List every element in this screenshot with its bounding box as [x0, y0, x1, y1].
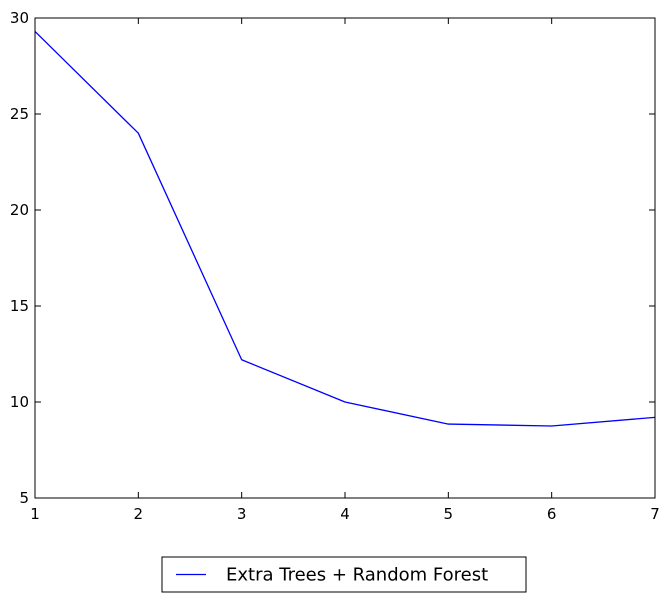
legend-label: Extra Trees + Random Forest — [226, 565, 488, 586]
x-tick-label: 3 — [237, 505, 247, 523]
y-tick-label: 25 — [10, 105, 29, 123]
x-tick-label: 2 — [134, 505, 144, 523]
legend: Extra Trees + Random Forest — [161, 556, 527, 593]
y-tick-label: 5 — [19, 489, 29, 507]
x-tick-label: 7 — [650, 505, 660, 523]
x-tick-label: 4 — [340, 505, 350, 523]
axes: 1 2 3 4 5 6 7 5 10 15 20 25 30 — [10, 9, 660, 523]
series-line-0 — [34, 30, 656, 427]
plot-area — [34, 30, 656, 427]
x-tick-label: 5 — [444, 505, 454, 523]
y-tick-label: 15 — [10, 297, 29, 315]
legend-box — [161, 556, 527, 593]
plot-frame — [34, 17, 656, 499]
y-tick-label: 10 — [10, 393, 29, 411]
y-tick-label: 30 — [10, 9, 29, 27]
y-tick-label: 20 — [10, 201, 29, 219]
x-tick-label: 6 — [547, 505, 557, 523]
x-tick-label: 1 — [30, 505, 40, 523]
